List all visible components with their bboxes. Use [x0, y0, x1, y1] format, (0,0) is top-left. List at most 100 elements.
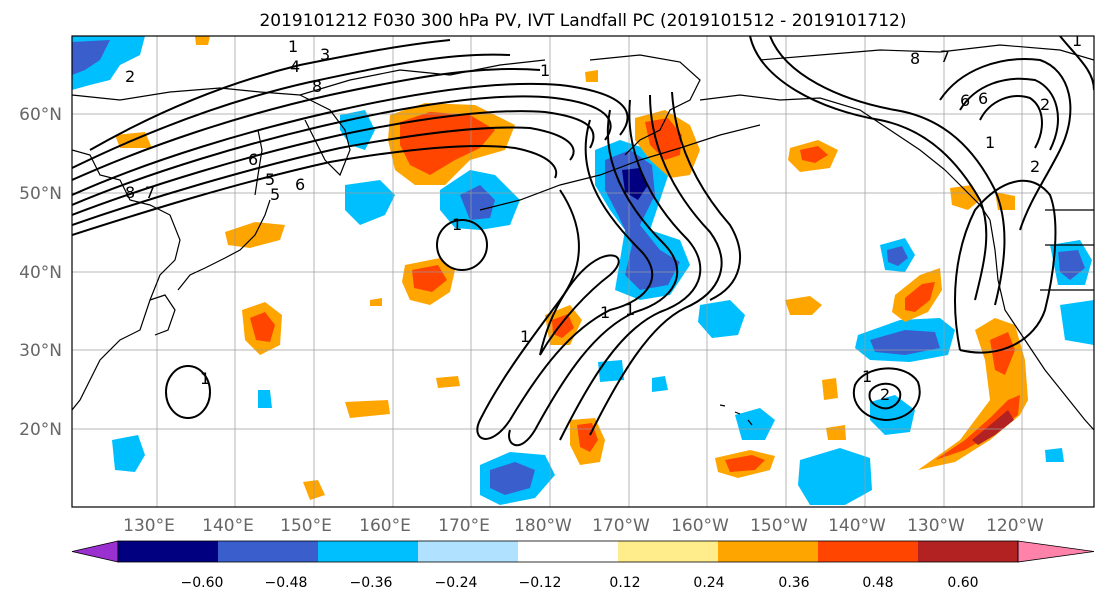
contour-label: 2 [125, 67, 135, 86]
coast-kamchatka [299, 94, 351, 177]
contour-label: 1 [288, 37, 298, 56]
neg-region-140w-south [870, 395, 915, 435]
contour-label: 6 [295, 175, 305, 194]
lon-label: 140°E [202, 516, 254, 536]
neg-region-small-3 [258, 390, 272, 408]
lon-label: 150°E [280, 516, 332, 536]
lon-label: 160°W [671, 516, 729, 536]
neg-region-bc-coast-core [887, 246, 908, 266]
colorbar-tick-label: 0.36 [778, 575, 809, 591]
contour-label: 1 [1072, 31, 1082, 50]
coast-aleutians [479, 124, 761, 211]
contour-label: 3 [320, 45, 330, 64]
contour-label: 4 [290, 57, 300, 76]
coast-bc [944, 169, 991, 221]
lon-label: 130°W [907, 516, 965, 536]
neg-region-150w-south [798, 448, 872, 505]
neg-region-kuril [345, 180, 395, 225]
pv-contours [72, 36, 1094, 446]
contour-label: 6 [978, 89, 988, 108]
pos-region-175e-core [552, 314, 574, 338]
figure-title: 2019101212 F030 300 hPa PV, IVT Landfall… [259, 11, 906, 31]
coast-north-america-north [759, 44, 1094, 61]
neg-region-small-1 [598, 360, 624, 382]
map-content: 1 1 2 3 4 8 7 8 6 5 6 1 1 1 1 1 1 6 6 2 … [72, 31, 1094, 507]
pv-trough-4 [589, 94, 723, 436]
pos-region-west-pac-1-core [250, 312, 275, 342]
colorbar [71, 540, 1095, 563]
contour-label: 1 [452, 215, 462, 234]
colorbar-tick-label: −0.48 [265, 575, 308, 591]
colorbar-segment [318, 541, 419, 562]
lon-label: 160°E [359, 516, 411, 536]
lon-label: 170°E [438, 516, 490, 536]
coast-japan [177, 199, 271, 291]
pos-region-small-6 [195, 36, 210, 45]
lon-label: 120°W [986, 516, 1044, 536]
colorbar-segment [518, 541, 619, 562]
pv-ne-trough-3 [979, 95, 1043, 149]
pos-region-small-2 [436, 376, 460, 388]
colorbar-tick-label: 0.24 [693, 575, 724, 591]
contour-label: 1 [540, 61, 550, 80]
colorbar-segment [418, 541, 519, 562]
colorbar-tick-label: −0.12 [519, 575, 562, 591]
colorbar-tick-label: 0.48 [862, 575, 893, 591]
contour-label: 6 [960, 91, 970, 110]
contour-label: 8 [125, 183, 135, 202]
latitude-gridlines [72, 113, 1094, 430]
map-frame [71, 35, 1095, 508]
contour-label: 7 [145, 183, 155, 202]
contour-label: 2 [880, 385, 890, 404]
lat-label-50n: 50°N [19, 184, 62, 204]
coast-alaska-west [589, 54, 701, 156]
lon-label: 150°W [750, 516, 808, 536]
coast-hawaii [719, 404, 753, 426]
contour-label: 8 [910, 49, 920, 68]
coast-alaska-south [699, 94, 946, 171]
neg-region-west-pac [112, 435, 145, 472]
pv-ridge-2 [769, 36, 1006, 306]
colorbar-segment [618, 541, 719, 562]
pv-contour-2 [72, 95, 612, 206]
pv-contour-1 [72, 82, 629, 196]
colorbar-tick-label: 0.60 [947, 575, 978, 591]
colorbar-segment [118, 541, 219, 562]
neg-region-165e-inner [460, 185, 495, 220]
neg-region-gulf-alaska-core [870, 330, 940, 355]
pos-region-ar-plume-upper-core [990, 332, 1015, 375]
pv-ridge-3 [954, 179, 1057, 354]
pv-contour-6 [72, 67, 541, 181]
pv-ne-trough-1 [939, 58, 1072, 231]
neg-region-nw-core [72, 40, 110, 75]
pv-closed-contour-140w-inner [868, 382, 902, 410]
colorbar-segment [218, 541, 319, 562]
colorbar-tick-label: −0.24 [435, 575, 478, 591]
positive-ivt-regions [115, 36, 1028, 500]
lat-label-20n: 20°N [19, 420, 62, 440]
pv-closed-contour-135e [165, 365, 211, 419]
contour-label: 1 [862, 367, 872, 386]
neg-region-subtropic-180-core [490, 462, 535, 495]
colorbar-extend-min [71, 540, 119, 563]
pv-ne-trough-2 [959, 77, 1059, 151]
contour-label: 1 [520, 327, 530, 346]
coast-us-west [989, 219, 1094, 431]
pos-region-small-1 [345, 400, 390, 418]
coast-sakhalin [254, 129, 263, 196]
contour-label: 5 [265, 170, 275, 189]
contour-label: 5 [270, 185, 280, 204]
contour-label: 7 [940, 47, 950, 66]
contour-label: 8 [312, 77, 322, 96]
colorbar-segment [718, 541, 819, 562]
longitude-labels: 130°E 140°E 150°E 160°E 170°E 180°W 170°… [123, 516, 1044, 536]
lat-label-40n: 40°N [19, 263, 62, 283]
contour-label: 1 [200, 369, 210, 388]
pv-contour-3 [72, 110, 595, 216]
neg-region-155w [735, 408, 775, 440]
neg-region-170w-small [698, 300, 745, 338]
colorbar-tick-label: −0.60 [181, 575, 224, 591]
pv-trough-2 [508, 109, 679, 446]
pv-trough-3 [559, 99, 702, 441]
